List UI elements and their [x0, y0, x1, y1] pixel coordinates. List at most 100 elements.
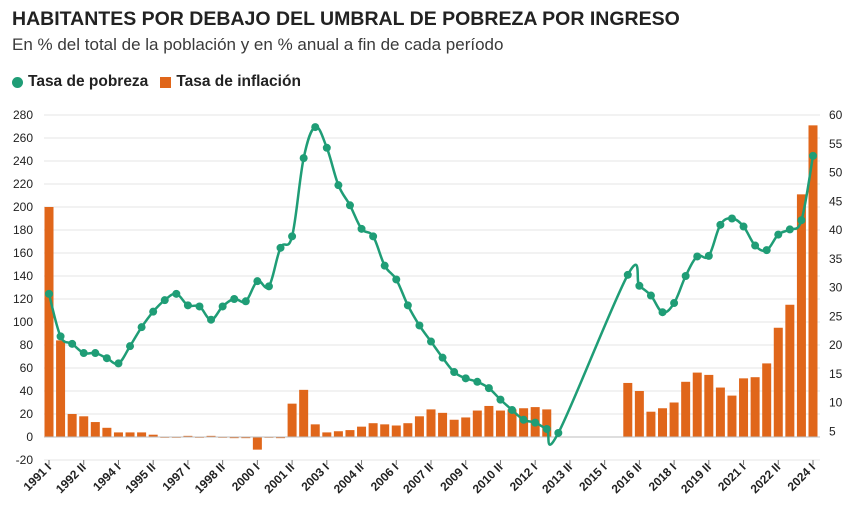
right-tick-label: 40	[829, 223, 843, 237]
inflation-bar	[90, 422, 100, 437]
poverty-point	[207, 315, 216, 324]
poverty-point	[727, 214, 736, 223]
inflation-bar	[345, 430, 355, 437]
poverty-point	[253, 277, 262, 286]
right-tick-label: 25	[829, 309, 843, 323]
poverty-point	[45, 289, 53, 298]
poverty-point	[230, 295, 239, 303]
poverty-point	[311, 123, 320, 132]
poverty-point	[797, 216, 806, 225]
poverty-point	[635, 281, 644, 290]
inflation-bar	[681, 381, 691, 437]
poverty-point	[531, 418, 540, 427]
poverty-point	[102, 354, 111, 363]
inflation-bar	[692, 372, 702, 437]
inflation-bar	[241, 437, 251, 439]
inflation-bar	[669, 402, 679, 437]
left-tick-label: 0	[26, 430, 33, 444]
poverty-point	[345, 201, 354, 210]
left-tick-label: 20	[20, 407, 34, 421]
x-tick-label: 1992 II	[53, 460, 89, 496]
poverty-point	[403, 301, 412, 310]
x-tick-label: 2015 I	[576, 460, 609, 493]
poverty-swatch	[12, 76, 23, 88]
inflation-bar	[727, 395, 737, 437]
inflation-bar	[472, 410, 482, 437]
poverty-point	[739, 222, 748, 231]
left-tick-label: 280	[13, 108, 33, 122]
right-tick-label: 35	[829, 252, 843, 266]
poverty-point	[704, 251, 713, 260]
inflation-bar	[438, 412, 448, 437]
inflation-bar	[137, 432, 147, 437]
inflation-bar	[762, 363, 772, 437]
inflation-bar	[368, 423, 378, 437]
inflation-bar	[461, 417, 471, 437]
poverty-point	[322, 143, 331, 152]
x-tick-label: 2004 II	[331, 460, 367, 496]
gridlines	[44, 114, 820, 461]
poverty-point	[461, 374, 470, 383]
poverty-point	[809, 151, 817, 160]
x-tick-label: 2009 I	[437, 460, 470, 493]
left-tick-label: 220	[13, 177, 33, 191]
x-tick-label: 2012 I	[507, 460, 540, 493]
left-tick-label: 40	[20, 384, 34, 398]
inflation-bar	[102, 427, 112, 437]
left-tick-label: 120	[13, 292, 33, 306]
inflation-bar	[542, 409, 552, 437]
poverty-point	[450, 368, 459, 377]
left-tick-label: 140	[13, 269, 33, 283]
x-tick-label: 2013 II	[539, 460, 575, 496]
inflation-bar	[495, 410, 505, 437]
poverty-point	[160, 296, 169, 305]
poverty-point	[299, 154, 308, 163]
poverty-point	[369, 232, 378, 241]
poverty-point	[785, 225, 794, 234]
x-tick-label: 2018 I	[646, 460, 679, 493]
x-tick-label: 2021 I	[715, 460, 748, 493]
right-tick-label: 5	[829, 424, 836, 438]
left-tick-label: 180	[13, 223, 33, 237]
inflation-bar	[507, 409, 517, 437]
inflation-bar	[739, 378, 749, 437]
inflation-bar	[67, 414, 77, 437]
left-tick-label: 80	[20, 338, 34, 352]
left-tick-label: 260	[13, 131, 33, 145]
x-tick-label: 2006 I	[368, 460, 401, 493]
inflation-bar	[206, 435, 216, 437]
poverty-point	[427, 337, 435, 346]
inflation-bar	[391, 425, 401, 437]
x-tick-label: 2019 II	[678, 460, 714, 496]
x-tick-label: 1998 II	[192, 460, 228, 496]
poverty-point	[149, 307, 158, 316]
inflation-bar	[808, 125, 818, 437]
poverty-point	[415, 321, 424, 330]
x-tick-label: 1995 II	[122, 460, 158, 496]
inflation-bar	[252, 437, 262, 450]
inflation-bar	[113, 432, 123, 437]
poverty-point	[114, 359, 123, 368]
inflation-bar	[287, 403, 297, 437]
poverty-point	[646, 291, 655, 300]
right-tick-label: 15	[829, 367, 843, 381]
inflation-bar	[276, 437, 286, 439]
right-tick-label: 50	[829, 166, 843, 180]
poverty-point	[79, 349, 88, 358]
poverty-point	[519, 415, 528, 424]
legend: Tasa de pobreza Tasa de inflación	[12, 73, 313, 91]
inflation-bar	[773, 327, 783, 437]
inflation-bar	[704, 374, 714, 437]
poverty-point	[670, 299, 679, 308]
legend-poverty-label: Tasa de pobreza	[28, 73, 149, 90]
right-tick-label: 60	[829, 108, 843, 122]
poverty-points	[45, 123, 817, 437]
poverty-point	[137, 323, 146, 332]
inflation-bar	[750, 377, 760, 437]
poverty-point	[554, 428, 563, 437]
poverty-point	[68, 339, 77, 348]
inflation-bar	[79, 416, 89, 437]
inflation-bar	[646, 411, 656, 437]
